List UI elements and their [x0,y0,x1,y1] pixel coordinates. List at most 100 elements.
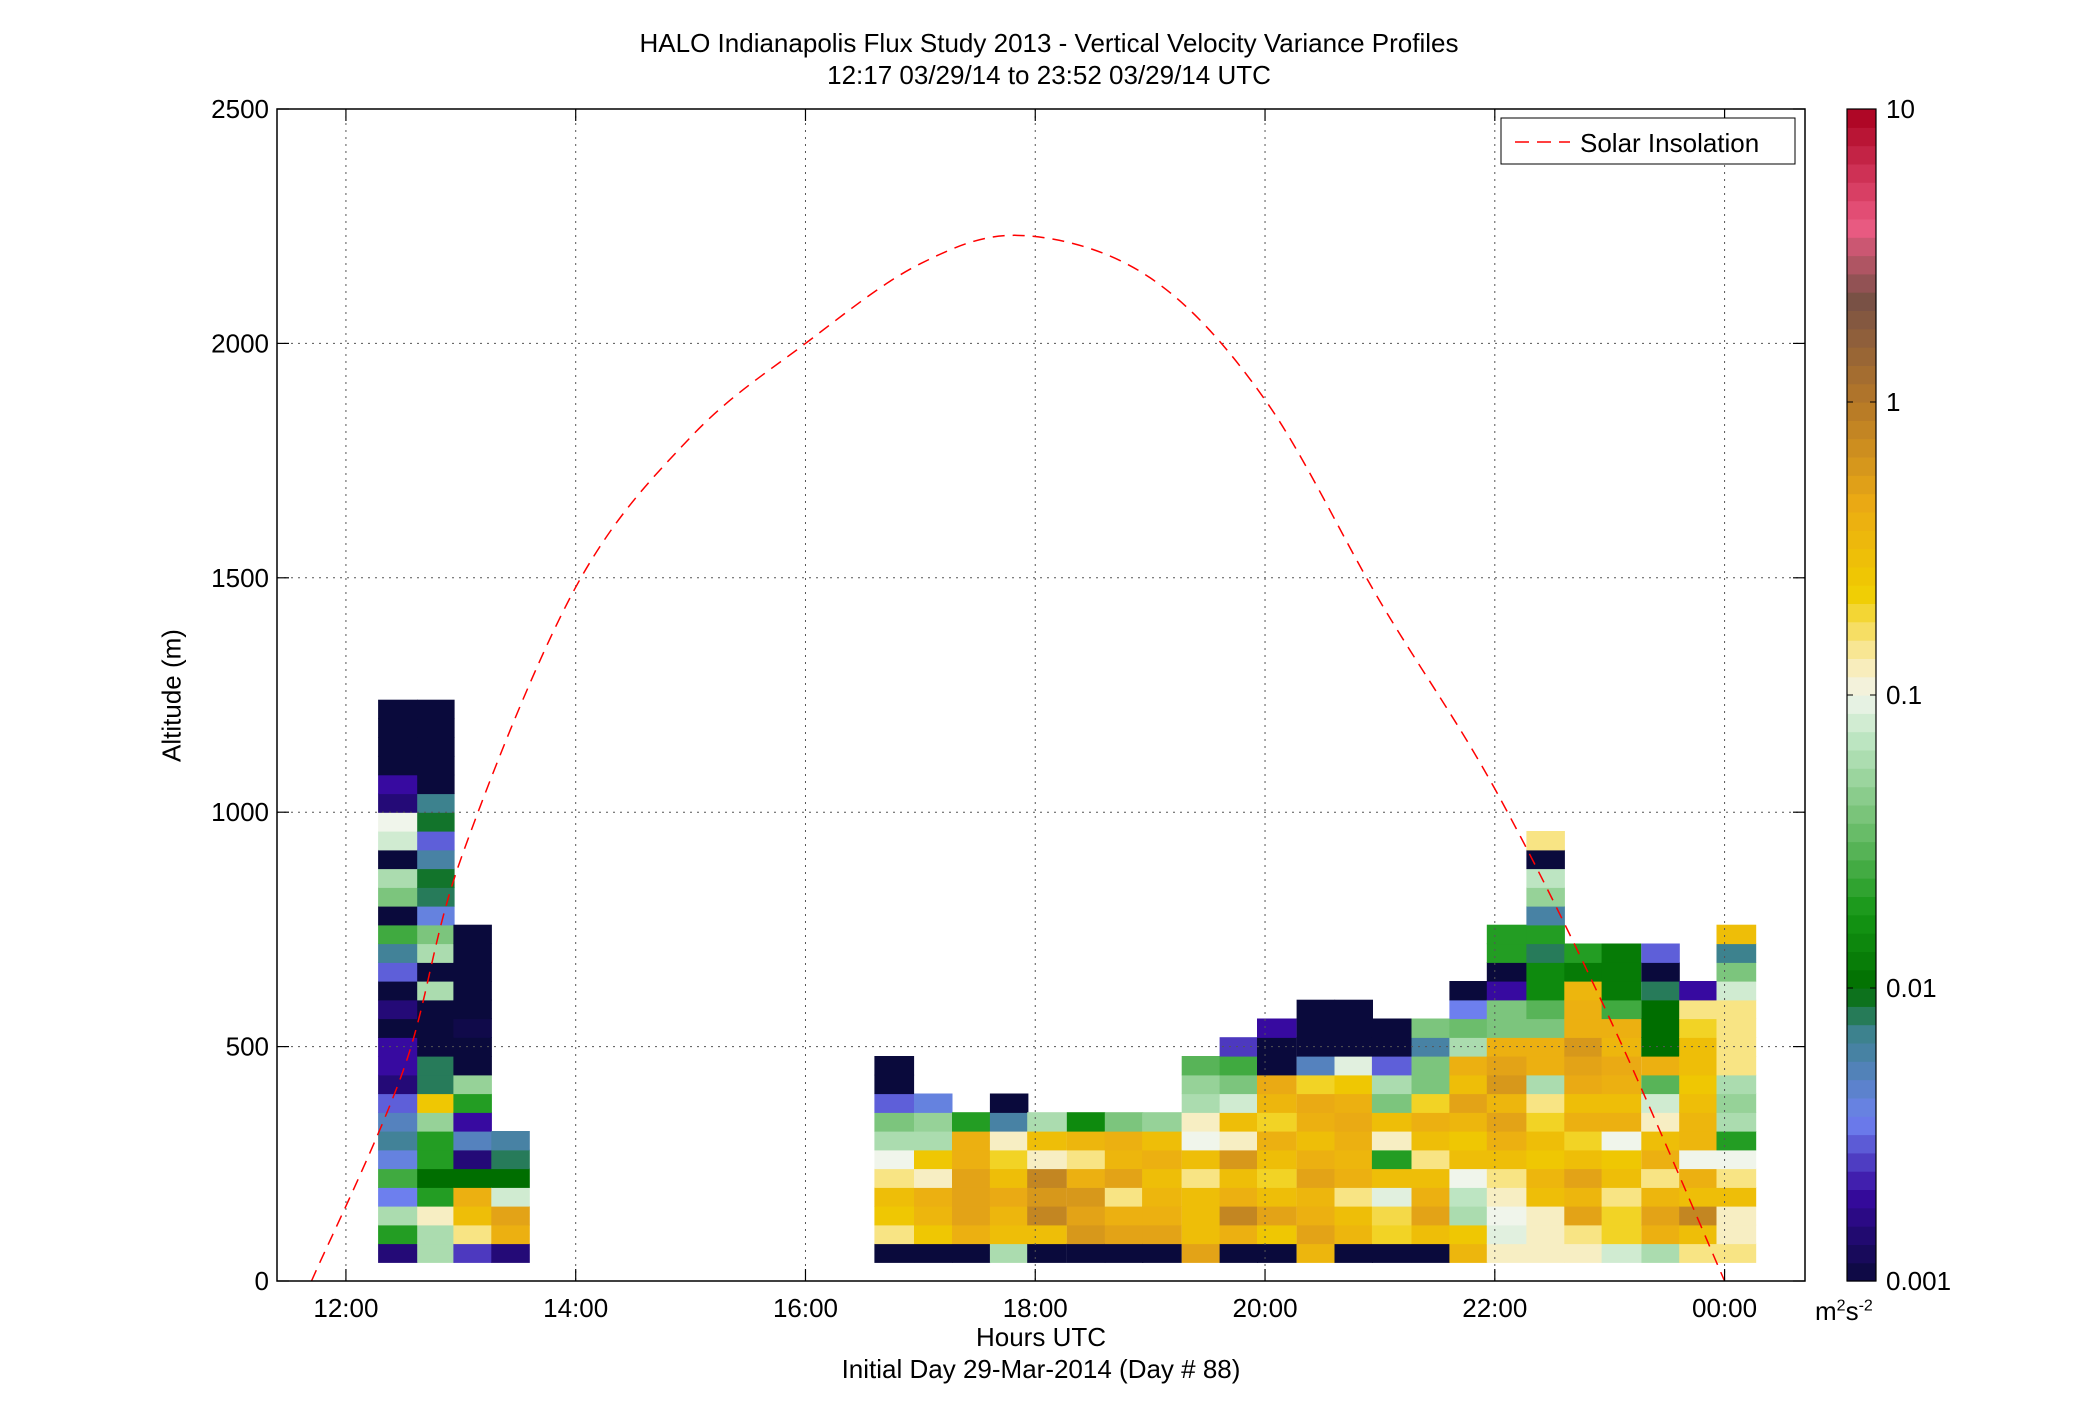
heatmap-cell [1716,1093,1757,1113]
heatmap-cell [914,1243,953,1263]
heatmap-cell [1334,1018,1373,1038]
axis-ticks: 12:00 14:00 16:00 18:00 20:00 22:00 00:00 0 500 1… [211,94,1805,1323]
colorbar-segment [1847,640,1876,659]
y-tick-label: 2500 [211,94,269,124]
heatmap-cell [1142,1149,1182,1170]
heatmap-cell [1027,1168,1067,1188]
heatmap-cell [1411,1168,1450,1188]
heatmap-cell [1371,1243,1412,1263]
heatmap-cell [1296,1168,1336,1188]
heatmap-cell [1104,1149,1144,1170]
heatmap-cell [1334,1056,1373,1076]
heatmap-cell [1486,1056,1527,1076]
colorbar-segment [1847,475,1876,495]
heatmap-cell [989,1112,1029,1132]
heatmap-cell [1181,1168,1221,1188]
heatmap-cell [1564,999,1603,1020]
heatmap-cell [952,1224,991,1245]
colorbar-segment [1847,456,1876,476]
heatmap-cell [453,1206,492,1226]
colorbar-tick-label: 0.1 [1886,680,1922,710]
heatmap-cell [1296,1224,1336,1245]
heatmap-cell [1371,1224,1412,1245]
colorbar-segment [1847,145,1876,165]
colorbar-segment [1847,1006,1876,1026]
heatmap-cell [1334,1224,1373,1245]
colorbar-segment [1847,1171,1876,1190]
colorbar-segment [1847,768,1876,788]
heatmap-cell [417,1018,455,1038]
heatmap-cell [1066,1131,1106,1151]
heatmap-cell [1564,1131,1603,1151]
heatmap-cell [417,1074,455,1095]
heatmap-cell [1257,1168,1297,1188]
heatmap-cell [1526,868,1565,888]
heatmap-cell [1716,1074,1757,1095]
heatmap-cell [1449,1018,1488,1038]
heatmap-cell [378,1187,418,1207]
heatmap-cell [1641,962,1680,982]
heatmap-cell [1181,1149,1221,1170]
heatmap-cell [1679,1206,1718,1226]
heatmap-cell [1526,981,1565,1001]
heatmap-cell [1641,1168,1680,1188]
colorbar: 0.001 0.01 0.1 1 10 [1846,94,1951,1296]
x-axis-label: Hours UTC [975,1322,1106,1352]
heatmap-cell [1641,1112,1680,1132]
heatmap-cell [378,962,418,982]
heatmap-cell [1526,1187,1565,1207]
colorbar-segment [1847,1116,1876,1136]
heatmap-cell [1679,1187,1718,1207]
heatmap-cell [491,1131,530,1151]
x-axis-sublabel: Initial Day 29-Mar-2014 (Day # 88) [841,1354,1241,1384]
heatmap-cell [1411,1206,1450,1226]
heatmap-cell [1449,1149,1488,1170]
heatmap-cell [453,1018,492,1038]
heatmap-cell [378,1243,418,1263]
colorbar-segment [1847,365,1876,385]
heatmap-cell [1486,1187,1527,1207]
colorbar-segment [1847,951,1876,971]
heatmap-cell [1564,1168,1603,1188]
heatmap-cell [1371,1149,1412,1170]
colorbar-segment [1847,713,1876,733]
colorbar-segment [1847,823,1876,843]
heatmap-cell [417,1224,455,1245]
heatmap-cell [1601,1149,1642,1170]
heatmap-cell [1449,1224,1488,1245]
heatmap-cell [1641,999,1680,1020]
heatmap-cell [1296,1037,1336,1057]
heatmap-cell [417,1168,455,1188]
heatmap-cell [1564,1206,1603,1226]
colorbar-tick-label: 1 [1886,387,1900,417]
x-tick-label: 16:00 [773,1293,838,1323]
heatmap-cell [417,1131,455,1151]
heatmap-cell [378,1056,418,1076]
colorbar-segment [1847,896,1876,916]
heatmap-cell [1716,1224,1757,1245]
heatmap-cell [989,1206,1029,1226]
heatmap-cell [453,1149,492,1170]
heatmap-cell [1679,1168,1718,1188]
heatmap-cell [378,999,418,1020]
heatmap-cell [1716,1149,1757,1170]
heatmap-cell [1296,1243,1336,1263]
heatmap-cell [1027,1149,1067,1170]
heatmap-cell [1601,1243,1642,1263]
heatmap-cell [1564,981,1603,1001]
heatmap-cell [378,699,418,720]
colorbar-segment [1847,676,1876,696]
heatmap-cell [914,1206,953,1226]
heatmap-cell [1526,849,1565,870]
heatmap-cell [453,1093,492,1113]
heatmap-cell [1296,1149,1336,1170]
heatmap-cell [1411,1224,1450,1245]
heatmap-cell [1104,1131,1144,1151]
heatmap-cell [1449,1112,1488,1132]
heatmap-cell [417,718,455,738]
heatmap-cell [1142,1224,1182,1245]
heatmap-cell [378,1131,418,1151]
heatmap-cell [1679,981,1718,1001]
heatmap-cell [1716,1056,1757,1076]
